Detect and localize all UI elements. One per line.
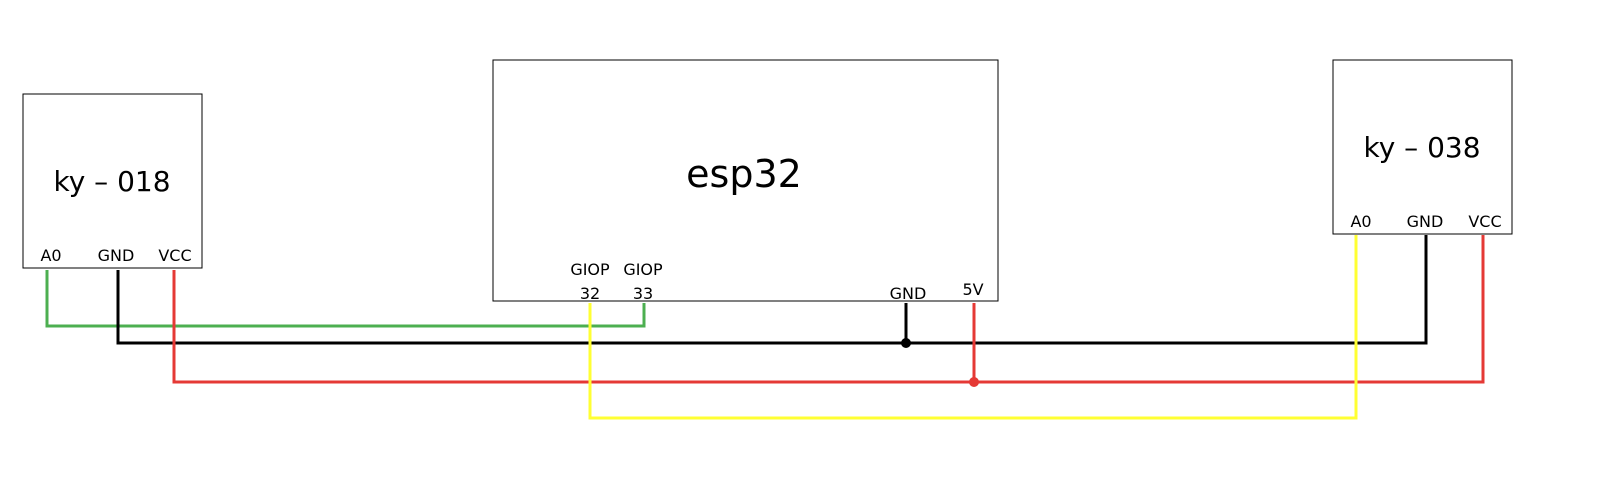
wire-gnd-bus (116, 235, 1428, 345)
esp32-pin-gnd: GND (890, 284, 927, 303)
esp32-box (492, 59, 999, 302)
ky038-pin-vcc: VCC (1468, 212, 1501, 231)
esp32-pin-giop33-line2: 33 (633, 284, 653, 303)
ky018-pin-a0: A0 (40, 246, 61, 265)
wire-vcc-bus (172, 235, 1485, 384)
esp32-pin-giop32-line2: 32 (580, 284, 600, 303)
wire-ky018-a0-to-giop33 (45, 270, 646, 328)
esp32-pin-5v: 5V (962, 280, 983, 299)
esp32-pin-giop33-line1: GIOP (623, 260, 663, 279)
wire-giop32-to-ky038-a0 (588, 235, 1358, 420)
esp32-pin-giop32-line1: GIOP (570, 260, 610, 279)
gnd-junction-dot (901, 338, 911, 348)
module-ky018: ky – 018 A0 GND VCC (22, 93, 203, 269)
ky018-box (22, 93, 203, 269)
module-ky038: ky – 038 A0 GND VCC (1332, 59, 1513, 235)
vcc-junction-dot (969, 377, 979, 387)
esp32-title: esp32 (686, 152, 802, 196)
ky018-pin-vcc: VCC (158, 246, 191, 265)
module-esp32: esp32 GIOP 32 GIOP 33 GND 5V (492, 59, 999, 303)
ky038-pin-gnd: GND (1407, 212, 1444, 231)
ky018-pin-gnd: GND (98, 246, 135, 265)
ky038-box (1332, 59, 1513, 235)
ky038-pin-a0: A0 (1350, 212, 1371, 231)
ky018-title: ky – 018 (53, 165, 170, 198)
ky038-title: ky – 038 (1363, 131, 1480, 164)
